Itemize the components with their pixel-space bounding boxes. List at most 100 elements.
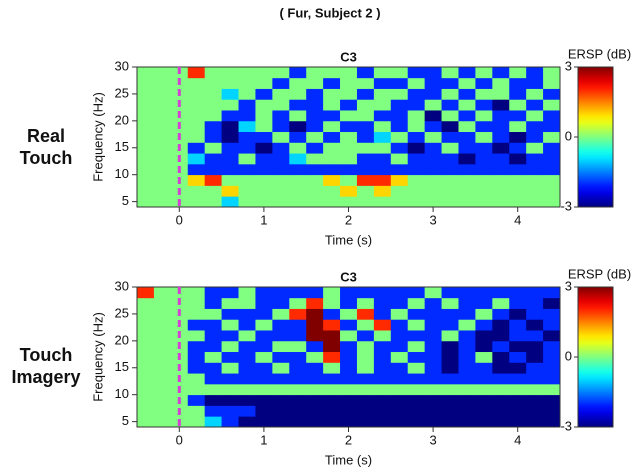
x-tick-label: 1 [260,432,267,447]
heatmap-cell [323,110,341,122]
heatmap-cell [272,287,290,299]
heatmap-cell [323,297,341,309]
heatmap-cell [137,120,155,133]
heatmap-cell [153,383,172,396]
heatmap-cell [458,340,476,353]
heatmap-cell [543,196,561,208]
heatmap-cell [407,174,426,186]
heatmap-cell [390,287,409,299]
heatmap-cell [492,88,510,100]
heatmap-cell [492,185,510,197]
heatmap-cell [187,153,206,165]
heatmap-cell [543,383,561,396]
heatmap-cell [475,196,493,208]
heatmap-cell [221,174,239,186]
heatmap-cell [306,120,324,133]
heatmap-cell [238,319,256,331]
heatmap-cell [475,99,493,111]
heatmap-cell [543,110,561,122]
heatmap-cell [492,153,510,165]
heatmap-cell [323,67,341,79]
heatmap-cell [204,308,222,320]
y-tick-label: 20 [115,112,129,127]
heatmap-cell [373,373,392,385]
heatmap-cell [492,340,510,353]
heatmap-cell [272,351,290,363]
heatmap-cell [424,330,442,342]
heatmap-cell [272,416,290,428]
heatmap-cell [289,394,307,406]
colorbar [577,286,614,428]
heatmap-cell [373,153,392,165]
heatmap-cell [289,416,307,428]
heatmap-cell [441,362,459,374]
heatmap-cell [238,351,256,363]
y-tick-label: 25 [115,85,129,100]
heatmap-cell [272,120,290,133]
heatmap-cell [543,120,561,133]
heatmap-cell [441,330,459,342]
heatmap-cell [407,185,426,197]
heatmap-cell [441,351,459,363]
heatmap-cell [238,416,256,428]
heatmap-cell [407,88,426,100]
heatmap-cell [255,196,273,208]
heatmap-cell [340,67,358,79]
heatmap-cell [221,131,239,143]
heatmap-cell [492,163,510,176]
heatmap-cell [238,405,256,417]
heatmap-cell [255,383,273,396]
heatmap-cell [492,373,510,385]
heatmap-cell [458,287,476,299]
heatmap-cell [137,67,155,79]
heatmap-cell [153,88,172,100]
heatmap-cell [424,362,442,374]
heatmap-cell [424,142,442,154]
heatmap-cell [306,131,324,143]
heatmap-cell [340,110,358,122]
heatmap-cell [204,67,222,79]
heatmap-cell [441,383,459,396]
heatmap-cell [543,67,561,79]
heatmap-cell [238,88,256,100]
heatmap-cell [289,351,307,363]
heatmap-cell [255,394,273,406]
heatmap-cell [204,163,222,176]
heatmap-cell [323,163,341,176]
heatmap-cell [323,185,341,197]
heatmap-cell [492,287,510,299]
heatmap-cell [204,120,222,133]
heatmap-cell [373,196,392,208]
heatmap-cell [441,287,459,299]
heatmap-cell [458,405,476,417]
heatmap-cell [475,120,493,133]
heatmap-cell [441,340,459,353]
heatmap-cell [153,416,172,428]
heatmap-cell [340,373,358,385]
heatmap-cell [407,340,426,353]
heatmap-cell [238,383,256,396]
heatmap-cell [458,110,476,122]
heatmap-cell [187,196,206,208]
heatmap-cell [356,394,375,406]
heatmap-cell [187,362,206,374]
heatmap-cell [340,88,358,100]
heatmap-cell [272,330,290,342]
heatmap-cell [526,383,544,396]
heatmap-cell [187,297,206,309]
heatmap-cell [492,120,510,133]
heatmap-cell [323,330,341,342]
heatmap-cell [153,373,172,385]
heatmap-cell [238,308,256,320]
heatmap-cell [221,110,239,122]
heatmap-cell [340,394,358,406]
colorbar-label: ERSP (dB) [568,266,631,281]
heatmap-cell [526,373,544,385]
heatmap-cell [306,153,324,165]
heatmap-cell [543,297,561,309]
heatmap-cell [373,297,392,309]
heatmap-cell [407,416,426,428]
heatmap-cell [187,308,206,320]
x-tick-label: 1 [260,212,267,227]
heatmap-cell [187,120,206,133]
